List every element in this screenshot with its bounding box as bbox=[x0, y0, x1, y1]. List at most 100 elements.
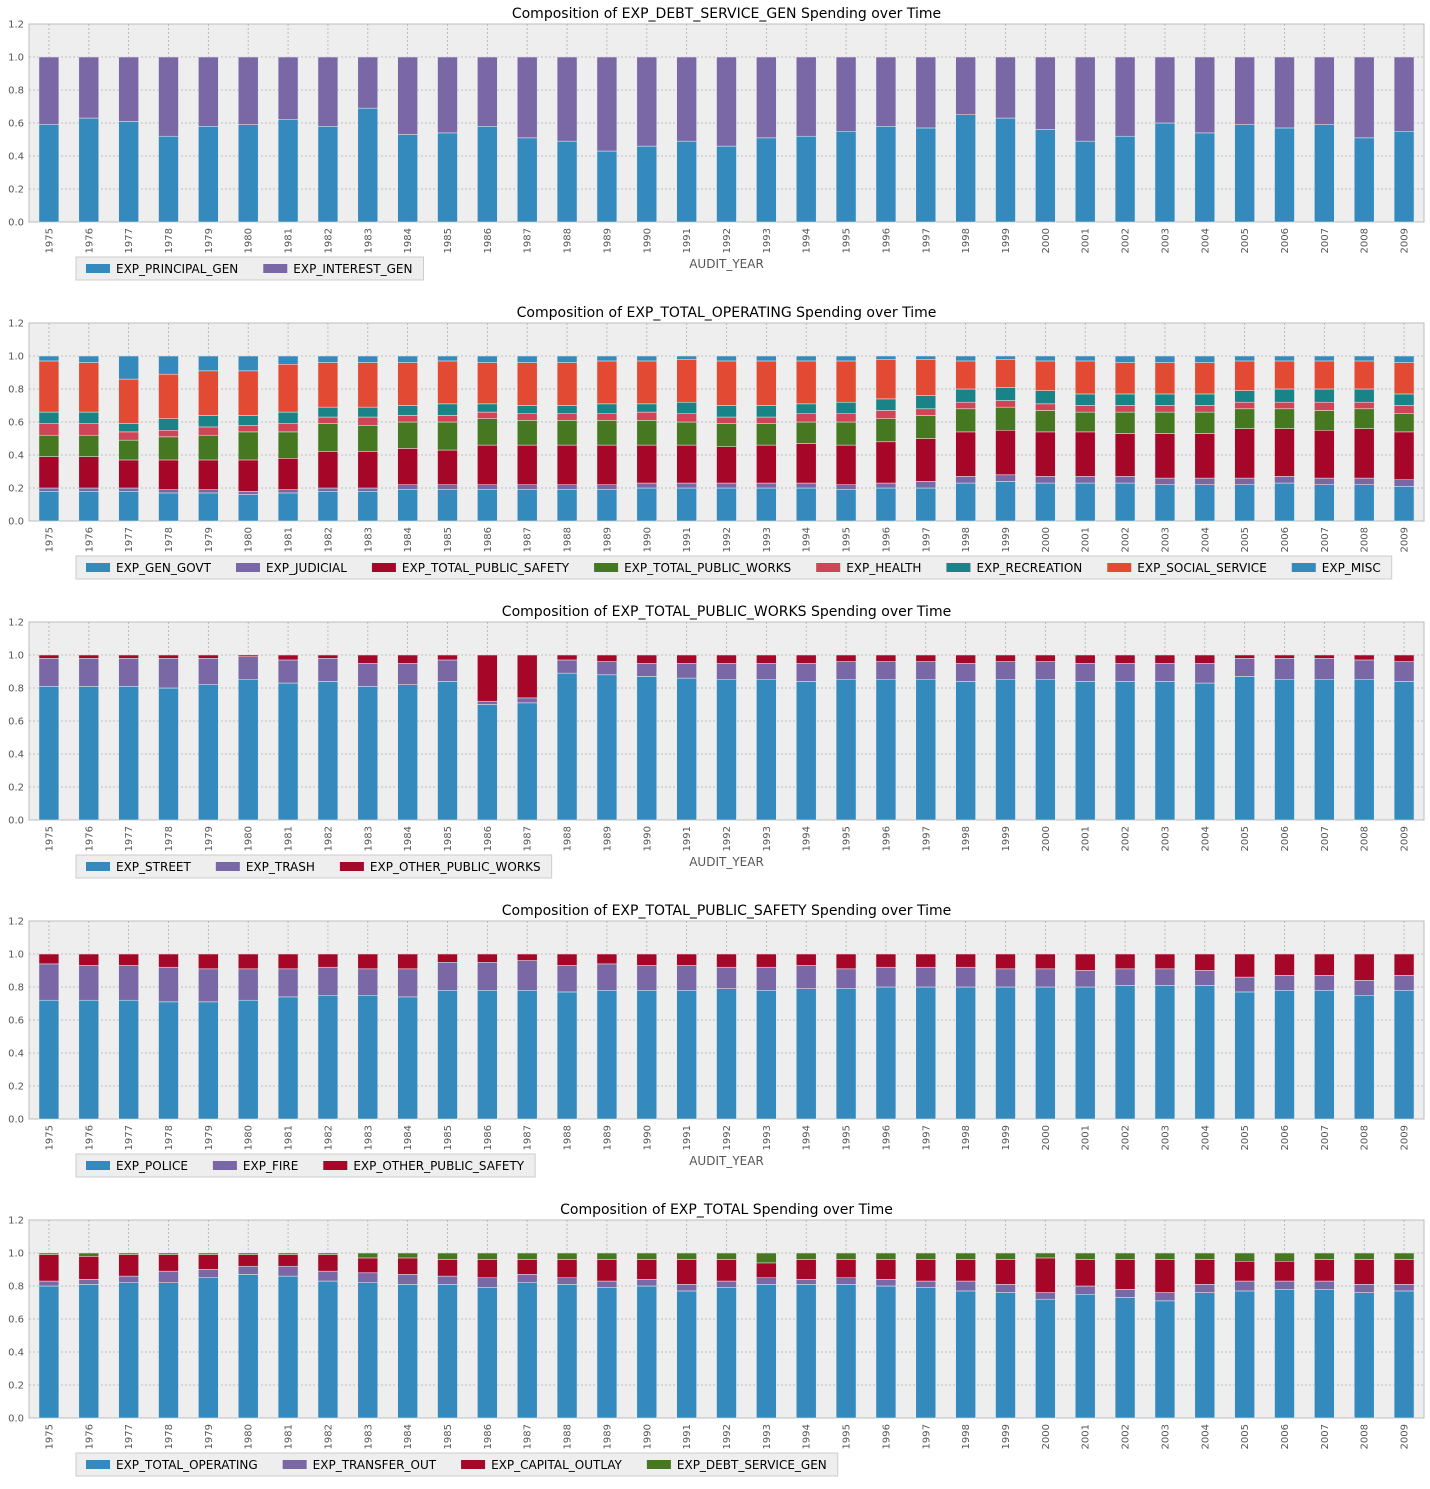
bar-segment bbox=[835, 401, 857, 415]
bar-segment bbox=[875, 986, 897, 1120]
bar-segment bbox=[1154, 968, 1176, 986]
x-tick-label: 2001 bbox=[1081, 1125, 1092, 1150]
bar-segment bbox=[676, 1290, 697, 1419]
bar-segment bbox=[1274, 388, 1295, 403]
bar-segment bbox=[317, 1270, 339, 1282]
bar-segment bbox=[198, 953, 219, 970]
bar-segment bbox=[1274, 355, 1295, 362]
y-tick-label: 0.6 bbox=[8, 717, 24, 728]
bar-segment bbox=[357, 1272, 379, 1283]
x-tick-label: 1986 bbox=[483, 228, 494, 253]
x-tick-label: 1977 bbox=[124, 826, 135, 851]
bar-segment bbox=[158, 1252, 179, 1255]
bar-segment bbox=[1354, 408, 1375, 429]
y-tick-label: 0.8 bbox=[8, 684, 24, 695]
bar-segment bbox=[875, 418, 897, 443]
bar-segment bbox=[198, 1252, 219, 1255]
bar-segment bbox=[1035, 1292, 1056, 1300]
x-tick-label: 1994 bbox=[802, 527, 813, 552]
bar-segment bbox=[796, 1284, 817, 1419]
x-tick-label: 1993 bbox=[762, 826, 773, 851]
x-tick-label: 1981 bbox=[284, 1125, 295, 1150]
bar-segment bbox=[1393, 431, 1415, 480]
legend-label: EXP_HEALTH bbox=[846, 561, 921, 575]
bar-segment bbox=[796, 482, 817, 489]
bar-segment bbox=[1194, 405, 1215, 413]
bar-segment bbox=[397, 56, 418, 135]
bar-segment bbox=[118, 658, 139, 687]
y-tick-label: 0.6 bbox=[8, 119, 24, 130]
x-tick-label: 2005 bbox=[1240, 826, 1251, 851]
bar-segment bbox=[636, 663, 657, 677]
x-tick-label: 1993 bbox=[762, 527, 773, 552]
x-tick-label: 1986 bbox=[483, 527, 494, 552]
bar-segment bbox=[875, 355, 897, 360]
bar-segment bbox=[78, 658, 99, 687]
bar-segment bbox=[796, 654, 817, 664]
bar-segment bbox=[1035, 129, 1056, 223]
x-tick-label: 1975 bbox=[44, 1424, 55, 1449]
bar-segment bbox=[1274, 56, 1295, 129]
bar-segment bbox=[238, 968, 259, 1001]
bar-segment bbox=[277, 423, 299, 433]
bar-segment bbox=[1194, 663, 1215, 684]
x-tick-label: 1990 bbox=[642, 228, 653, 253]
x-tick-label: 1975 bbox=[44, 527, 55, 552]
bar-segment bbox=[357, 995, 379, 1120]
bar-segment bbox=[1393, 413, 1415, 433]
bar-segment bbox=[38, 953, 60, 965]
bar-segment bbox=[556, 1284, 578, 1419]
x-tick-label: 1988 bbox=[563, 1125, 574, 1150]
bar-segment bbox=[198, 434, 219, 461]
bar-segment bbox=[676, 965, 697, 991]
bar-segment bbox=[796, 681, 817, 821]
bar-segment bbox=[78, 686, 99, 821]
bar-segment bbox=[556, 1259, 578, 1278]
bar-segment bbox=[357, 425, 379, 452]
bar-segment bbox=[118, 459, 139, 489]
x-tick-label: 1976 bbox=[84, 1424, 95, 1449]
x-tick-label: 1986 bbox=[483, 826, 494, 851]
x-tick-label: 1980 bbox=[244, 228, 255, 253]
legend-swatch bbox=[86, 1460, 110, 1469]
bar-segment bbox=[756, 416, 777, 424]
bar-segment bbox=[317, 953, 339, 968]
chart-panel-4: Composition of EXP_TOTAL_PUBLIC_SAFETY S… bbox=[8, 903, 1425, 1178]
bar-segment bbox=[995, 986, 1016, 1120]
bar-segment bbox=[1114, 411, 1136, 434]
bar-segment bbox=[955, 681, 976, 821]
bar-segment bbox=[875, 654, 897, 662]
bar-segment bbox=[676, 56, 697, 142]
bar-segment bbox=[1075, 393, 1096, 406]
bar-segment bbox=[636, 482, 657, 489]
bar-segment bbox=[756, 487, 777, 522]
x-tick-label: 2002 bbox=[1121, 527, 1132, 552]
bar-segment bbox=[1194, 362, 1215, 395]
bar-segment bbox=[716, 56, 737, 147]
legend-label: EXP_TOTAL_OPERATING bbox=[116, 1458, 258, 1472]
legend-label: EXP_RECREATION bbox=[976, 561, 1082, 575]
y-tick-label: 1.2 bbox=[8, 319, 24, 330]
bar-segment bbox=[1114, 1297, 1136, 1419]
bar-segment bbox=[1075, 1259, 1096, 1287]
x-tick-label: 2003 bbox=[1160, 826, 1171, 851]
bar-segment bbox=[756, 137, 777, 223]
bar-segment bbox=[955, 654, 976, 664]
legend-label: EXP_TRASH bbox=[246, 860, 315, 874]
x-tick-label: 2006 bbox=[1280, 527, 1291, 552]
chart-panel-1: Composition of EXP_DEBT_SERVICE_GEN Spen… bbox=[8, 6, 1425, 281]
bar-segment bbox=[1274, 1261, 1295, 1282]
bar-segment bbox=[118, 965, 139, 1001]
bar-segment bbox=[238, 953, 259, 970]
x-tick-label: 2007 bbox=[1320, 826, 1331, 851]
bar-segment bbox=[716, 355, 737, 362]
bar-segment bbox=[596, 360, 618, 405]
bar-segment bbox=[835, 355, 857, 362]
bar-segment bbox=[596, 963, 618, 991]
bar-segment bbox=[1393, 1259, 1415, 1285]
bar-segment bbox=[995, 654, 1016, 662]
bar-segment bbox=[1274, 679, 1295, 821]
bar-segment bbox=[317, 1252, 339, 1255]
bar-segment bbox=[238, 415, 259, 426]
bar-segment bbox=[477, 654, 498, 702]
